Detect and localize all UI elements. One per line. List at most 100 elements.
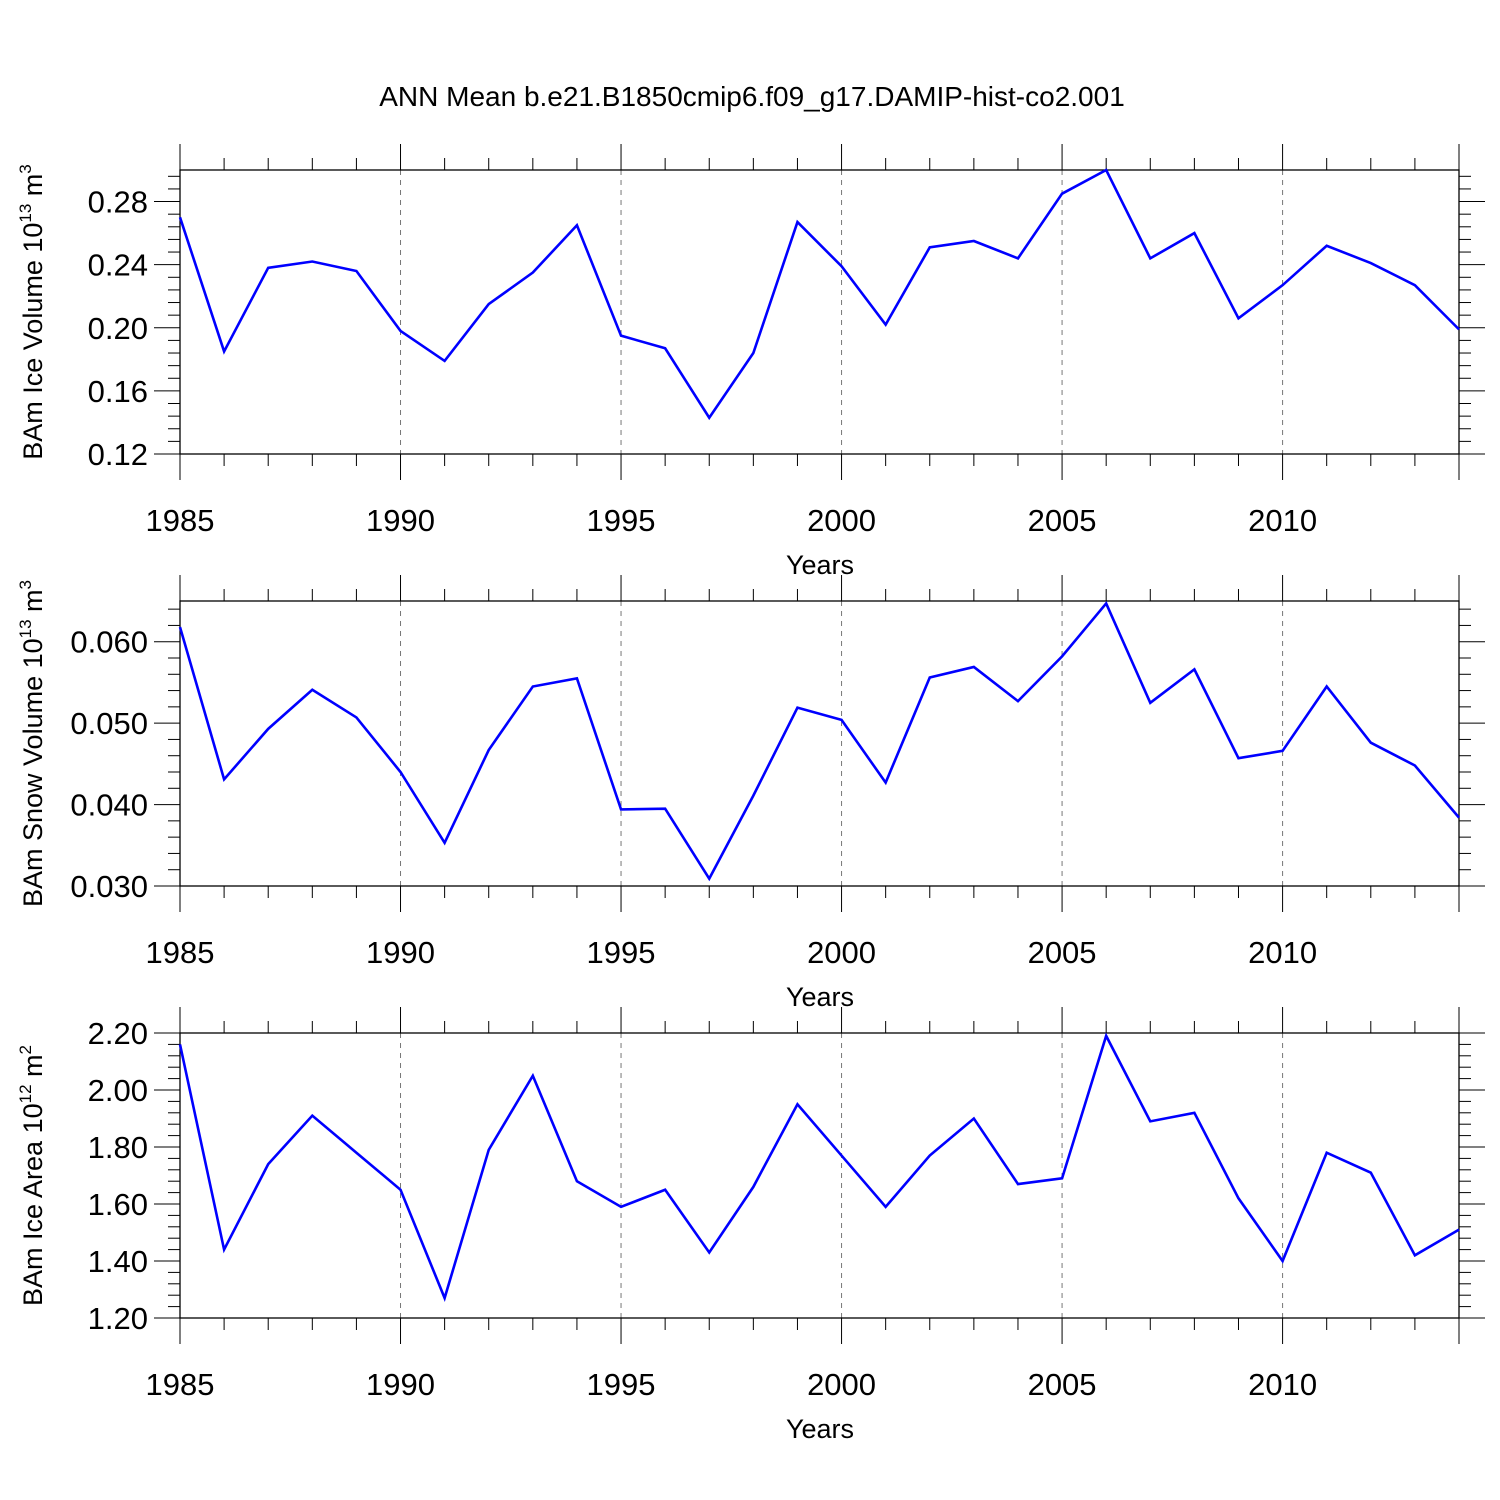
data-point	[620, 808, 622, 810]
x-tick-label: 1985	[146, 503, 215, 538]
x-tick-label: 2000	[807, 935, 876, 970]
data-point	[796, 221, 798, 223]
x-tick-label: 2005	[1028, 935, 1097, 970]
data-point	[620, 334, 622, 336]
y-axis-label-unit: m	[18, 1054, 48, 1084]
data-point	[267, 267, 269, 269]
plot-frame	[179, 1032, 1460, 1319]
data-point	[884, 781, 886, 783]
data-point	[1017, 1183, 1019, 1185]
y-tick-label: 0.060	[70, 625, 148, 660]
data-point	[1193, 232, 1195, 234]
data-point	[708, 417, 710, 419]
data-point	[1061, 1177, 1063, 1179]
data-point	[179, 1043, 181, 1045]
data-point	[443, 842, 445, 844]
y-axis-label-exponent: 12	[16, 1084, 35, 1103]
data-point	[1458, 816, 1460, 818]
data-point	[311, 260, 313, 262]
x-tick-label: 1985	[146, 935, 215, 970]
y-axis-label-unit-exponent: 2	[16, 1045, 35, 1054]
y-tick-label: 1.20	[88, 1301, 148, 1336]
x-tick-label: 1990	[366, 935, 435, 970]
data-point	[399, 330, 401, 332]
panel-2: 0.030 0.040 0.050 0.060 1985 1990 1995 2000 2005…	[16, 575, 1485, 1012]
y-axis-label-text: BAm Snow Volume 10	[18, 638, 48, 907]
data-point	[1281, 750, 1283, 752]
data-point	[1414, 284, 1416, 286]
data-point	[752, 352, 754, 354]
data-point	[664, 807, 666, 809]
data-point	[752, 794, 754, 796]
x-tick-label: 1985	[146, 1367, 215, 1402]
data-point	[179, 626, 181, 628]
y-tick-label: 2.20	[88, 1016, 148, 1051]
data-point	[1149, 702, 1151, 704]
plot-frame	[179, 600, 1460, 887]
data-point	[488, 303, 490, 305]
data-point	[1325, 245, 1327, 247]
data-point	[929, 246, 931, 248]
x-tick-label: 1995	[587, 935, 656, 970]
data-point	[1149, 257, 1151, 259]
y-tick-label: 1.60	[88, 1187, 148, 1222]
x-tick-label: 1990	[366, 503, 435, 538]
data-point	[1193, 668, 1195, 670]
data-point	[355, 270, 357, 272]
data-point	[708, 877, 710, 879]
data-point	[267, 1163, 269, 1165]
x-axis-label: Years	[786, 1414, 854, 1444]
y-axis-label-unit-exponent: 3	[16, 580, 35, 589]
data-point	[1414, 764, 1416, 766]
series-line	[178, 601, 1460, 882]
y-axis-label-unit: m	[18, 589, 48, 619]
data-point	[532, 685, 534, 687]
data-point	[355, 716, 357, 718]
data-point	[311, 689, 313, 691]
y-axis-label-unit: m	[18, 174, 48, 204]
data-point	[443, 1297, 445, 1299]
data-point	[884, 1206, 886, 1208]
x-tick-label: 2000	[807, 503, 876, 538]
data-point	[532, 1075, 534, 1077]
series-line	[178, 168, 1460, 421]
data-point	[1149, 1120, 1151, 1122]
x-tick-label: 1990	[366, 1367, 435, 1402]
panels: 0.12 0.16 0.20 0.24 0.28 1985 1990 1995 2000 2005…	[16, 144, 1485, 1444]
data-point	[223, 350, 225, 352]
data-point	[796, 706, 798, 708]
x-tick-label: 2005	[1028, 503, 1097, 538]
data-point	[267, 728, 269, 730]
data-point	[1370, 741, 1372, 743]
data-point	[796, 1103, 798, 1105]
data-point	[929, 676, 931, 678]
y-tick-label: 0.030	[70, 869, 148, 904]
data-point	[179, 216, 181, 218]
x-tick-label: 2000	[807, 1367, 876, 1402]
data-point	[620, 1206, 622, 1208]
data-point	[664, 1189, 666, 1191]
y-axis-label-exponent: 13	[16, 204, 35, 223]
data-point	[1281, 284, 1283, 286]
data-point	[532, 271, 534, 273]
data-point	[840, 719, 842, 721]
y-tick-label: 0.16	[88, 374, 148, 409]
data-point	[1237, 757, 1239, 759]
y-tick-label: 0.20	[88, 311, 148, 346]
y-tick-label: 0.24	[88, 248, 148, 283]
data-point	[664, 347, 666, 349]
plot-frame	[179, 169, 1460, 455]
data-point	[1237, 317, 1239, 319]
data-point	[1237, 1197, 1239, 1199]
data-point	[1370, 1171, 1372, 1173]
panel-1: 0.12 0.16 0.20 0.24 0.28 1985 1990 1995 2000 2005…	[16, 144, 1485, 580]
data-point	[1458, 328, 1460, 330]
data-point	[884, 323, 886, 325]
data-point	[1325, 1152, 1327, 1154]
x-tick-label: 1995	[587, 1367, 656, 1402]
data-point	[443, 360, 445, 362]
data-point	[1017, 700, 1019, 702]
data-point	[1105, 602, 1107, 604]
data-point	[488, 749, 490, 751]
data-point	[311, 1114, 313, 1116]
